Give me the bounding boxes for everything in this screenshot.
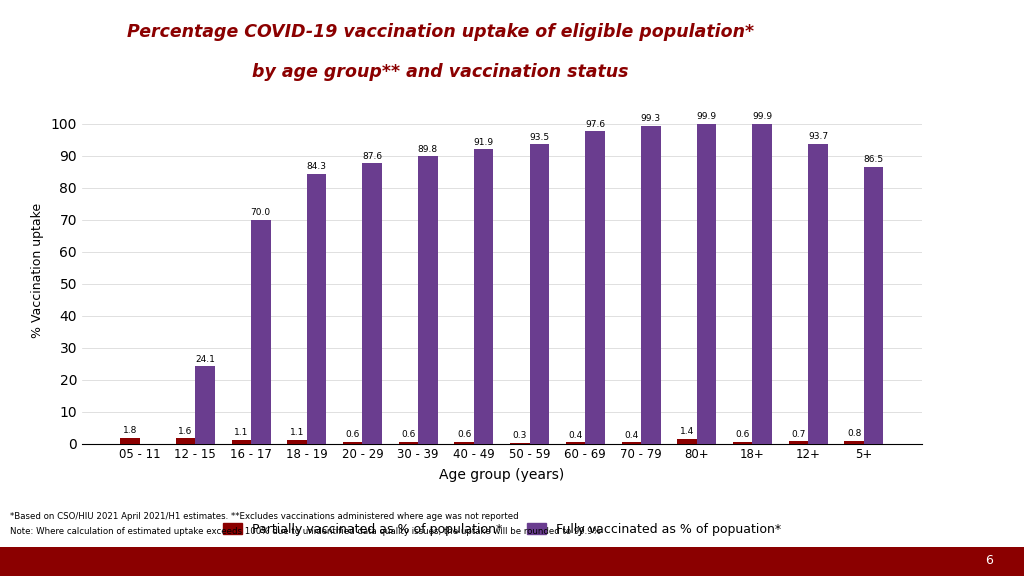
Bar xyxy=(586,131,605,444)
Text: 1.1: 1.1 xyxy=(234,429,249,437)
Text: 0.6: 0.6 xyxy=(401,430,416,439)
Bar xyxy=(510,442,529,444)
Text: 93.5: 93.5 xyxy=(529,132,550,142)
Bar xyxy=(196,366,215,444)
Text: 0.4: 0.4 xyxy=(568,431,583,439)
Text: 99.9: 99.9 xyxy=(753,112,772,122)
Text: 1.4: 1.4 xyxy=(680,427,694,437)
Bar xyxy=(753,124,772,444)
Text: 1.6: 1.6 xyxy=(178,427,193,436)
Text: 86.5: 86.5 xyxy=(863,155,884,164)
Text: 93.7: 93.7 xyxy=(808,132,828,141)
Text: 24.1: 24.1 xyxy=(196,355,215,364)
Bar xyxy=(455,442,474,444)
Text: 87.6: 87.6 xyxy=(362,151,382,161)
Bar xyxy=(343,442,362,444)
Text: 0.7: 0.7 xyxy=(792,430,806,439)
Bar xyxy=(307,174,327,444)
Legend: Partially vaccinated as % of population*, Fully vaccinated as % of popuation*: Partially vaccinated as % of population*… xyxy=(218,518,785,541)
Text: 99.9: 99.9 xyxy=(696,112,717,122)
Text: 84.3: 84.3 xyxy=(306,162,327,171)
Text: 0.3: 0.3 xyxy=(513,431,527,440)
Bar xyxy=(845,441,864,444)
Bar xyxy=(251,219,270,444)
Y-axis label: % Vaccination uptake: % Vaccination uptake xyxy=(31,203,44,338)
Text: 0.6: 0.6 xyxy=(735,430,750,439)
Bar xyxy=(696,124,716,444)
X-axis label: Age group (years): Age group (years) xyxy=(439,468,564,482)
Bar xyxy=(566,442,586,444)
Bar xyxy=(529,145,549,444)
Bar xyxy=(398,442,418,444)
Bar xyxy=(474,149,494,444)
Text: 0.4: 0.4 xyxy=(625,431,638,439)
Bar xyxy=(677,439,696,444)
Text: 0.6: 0.6 xyxy=(345,430,359,439)
Text: 6: 6 xyxy=(985,554,993,567)
Bar xyxy=(418,156,437,444)
Text: 97.6: 97.6 xyxy=(585,120,605,128)
Text: 70.0: 70.0 xyxy=(251,208,270,217)
Text: 91.9: 91.9 xyxy=(473,138,494,147)
Bar xyxy=(622,442,641,444)
Bar xyxy=(788,441,808,444)
Text: 89.8: 89.8 xyxy=(418,145,438,154)
Bar xyxy=(641,126,660,444)
Text: by age group** and vaccination status: by age group** and vaccination status xyxy=(252,63,629,81)
Text: 0.6: 0.6 xyxy=(457,430,471,439)
Bar xyxy=(808,143,827,444)
Bar xyxy=(176,438,196,444)
Text: 1.8: 1.8 xyxy=(123,426,137,435)
Text: 99.3: 99.3 xyxy=(641,114,660,123)
Bar xyxy=(288,440,307,444)
Text: Percentage COVID-19 vaccination uptake of eligible population*: Percentage COVID-19 vaccination uptake o… xyxy=(127,23,754,41)
Bar xyxy=(231,440,251,444)
Text: *Based on CSO/HIU 2021 April 2021/H1 estimates. **Excludes vaccinations administ: *Based on CSO/HIU 2021 April 2021/H1 est… xyxy=(10,512,519,521)
Bar xyxy=(864,166,884,444)
Text: 1.1: 1.1 xyxy=(290,429,304,437)
Text: 0.8: 0.8 xyxy=(847,429,861,438)
Bar xyxy=(120,438,139,444)
Bar xyxy=(733,442,753,444)
Bar xyxy=(362,163,382,444)
Text: Note: Where calculation of estimated uptake exceeds 100% due to unidentified dat: Note: Where calculation of estimated upt… xyxy=(10,526,601,536)
